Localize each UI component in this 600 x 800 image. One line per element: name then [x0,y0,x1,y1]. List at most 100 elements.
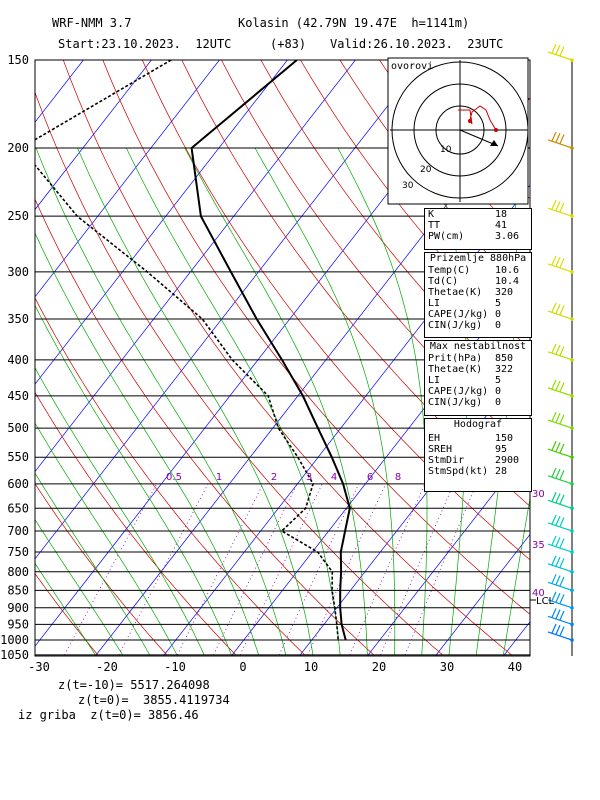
wind-barb-point [570,426,574,430]
wind-barbs [547,43,574,642]
isotherm-line [35,60,356,473]
wind-barb-point [570,270,574,274]
wind-barb-point [570,506,574,511]
pressure-tick-label: 800 [7,565,29,579]
wind-barb-point [570,146,574,150]
wind-barb-feather [555,344,561,355]
max-instability-box: Max nestabilnost Prit(hPa) 850 Thetae(K) 32… [424,340,532,416]
wind-barb-shaft [547,543,573,553]
wind-speed-label: 35 [532,540,545,551]
wind-barb-feather [551,608,557,618]
unstable-value: 5 [495,375,502,386]
wind-barb [547,199,574,218]
mixing-ratio-label: 4 [331,472,337,483]
wind-barb-shaft [547,522,573,532]
pressure-tick-label: 850 [7,583,29,597]
wind-barb-feather [555,413,561,423]
pressure-tick-label: 300 [7,265,29,279]
footer-z-grib: iz griba z(t=0)= 3856.46 [18,708,199,722]
moist-adiabat-line [35,518,123,656]
wind-barb-feather [559,538,565,548]
wind-barb-feather [551,492,557,502]
dry-adiabat-line [35,297,305,656]
wind-barb-shaft [547,581,573,591]
wind-barb-feather [551,555,557,566]
surface-row: Thetae(K) 320 [425,287,531,298]
wind-barb-feather [551,591,557,602]
surface-key: Td(C) [428,276,459,287]
wind-barb-feather [559,610,565,621]
index-value: 41 [495,220,508,231]
svg-text:30: 30 [402,181,414,191]
wind-barb-point [570,58,574,62]
surface-value: 320 [495,287,514,298]
wind-barb-feather [551,343,557,354]
index-row: TT 41 [425,220,531,231]
wind-speed-label: 30 [532,489,545,500]
isotherm-line [35,60,288,385]
station-location: Kolasin (42.79N 19.47E h=1141m) [238,16,470,30]
dry-adiabat-line [538,60,600,655]
wind-barb-feather [555,592,561,603]
mixing-ratio-label: 2 [271,472,277,483]
surface-row: CIN(J/kg) 0 [425,320,531,331]
pressure-tick-label: 900 [7,601,29,615]
surface-value: 0 [495,320,502,331]
wind-barb-feather [559,494,565,505]
moist-adiabat-line [254,147,396,655]
wind-barb-shaft [547,448,573,458]
wind-barb-shaft [547,499,573,509]
temperature-tick-label: -10 [164,660,186,674]
isotherm-line [35,60,152,211]
pressure-tick-label: 950 [7,617,29,631]
hodo-key: StmDir [428,455,465,466]
hodo-row: StmDir 2900 [425,455,531,466]
hodo-value: 2900 [495,455,520,466]
hodo-value: 150 [495,433,514,444]
wind-barb [547,379,574,398]
wind-barb-feather [555,516,561,526]
moist-adiabat-line [77,147,314,655]
dewpoint-profile [35,60,339,641]
temperature-profile [190,60,351,641]
index-row: PW(cm) 3.06 [425,231,531,242]
lcl-label: LCL [536,596,555,607]
svg-text:20: 20 [420,165,432,175]
moist-adiabat-line [126,147,341,655]
dry-adiabat-line [35,91,443,656]
wind-barb-feather [559,594,565,604]
wind-barb-feather [559,46,565,56]
wind-barb-feather [555,133,561,143]
wind-barb-point [570,638,574,642]
mixing-ratio-label: 6 [367,472,373,483]
temperature-tick-label: 40 [508,660,522,674]
surface-value: 10.4 [495,276,520,287]
wind-barb-feather [559,414,565,424]
mixing-ratio-line [118,483,209,656]
index-key: TT [428,220,441,231]
wind-barb [547,467,574,486]
wind-barb [547,440,574,460]
hodo-key: StmSpd(kt) [428,466,489,477]
mixing-ratio-label: 8 [395,472,401,483]
run-start: Start:23.10.2023. 12UTC [58,37,232,51]
moist-adiabat-line [35,562,96,656]
pressure-tick-label: 450 [7,389,29,403]
surface-key: CAPE(J/kg) [428,309,489,320]
wind-barb-point [570,317,574,321]
wind-barb [547,343,574,362]
index-row: K 18 [425,209,531,220]
surface-row: LI 5 [425,298,531,309]
surface-value: 5 [495,298,502,309]
unstable-value: 0 [495,386,502,397]
wind-barb-point [570,622,574,627]
mixing-ratio-line [380,483,455,656]
model-name: WRF-NMM 3.7 [52,16,132,30]
wind-barb-feather [551,379,557,390]
wind-barb-point [570,588,574,593]
pressure-tick-label: 200 [7,141,29,155]
wind-barb-feather [555,575,561,585]
wind-barb-feather [555,537,561,547]
unstable-key: Prit(hPa) [428,353,483,364]
wind-barb-point [570,529,574,533]
